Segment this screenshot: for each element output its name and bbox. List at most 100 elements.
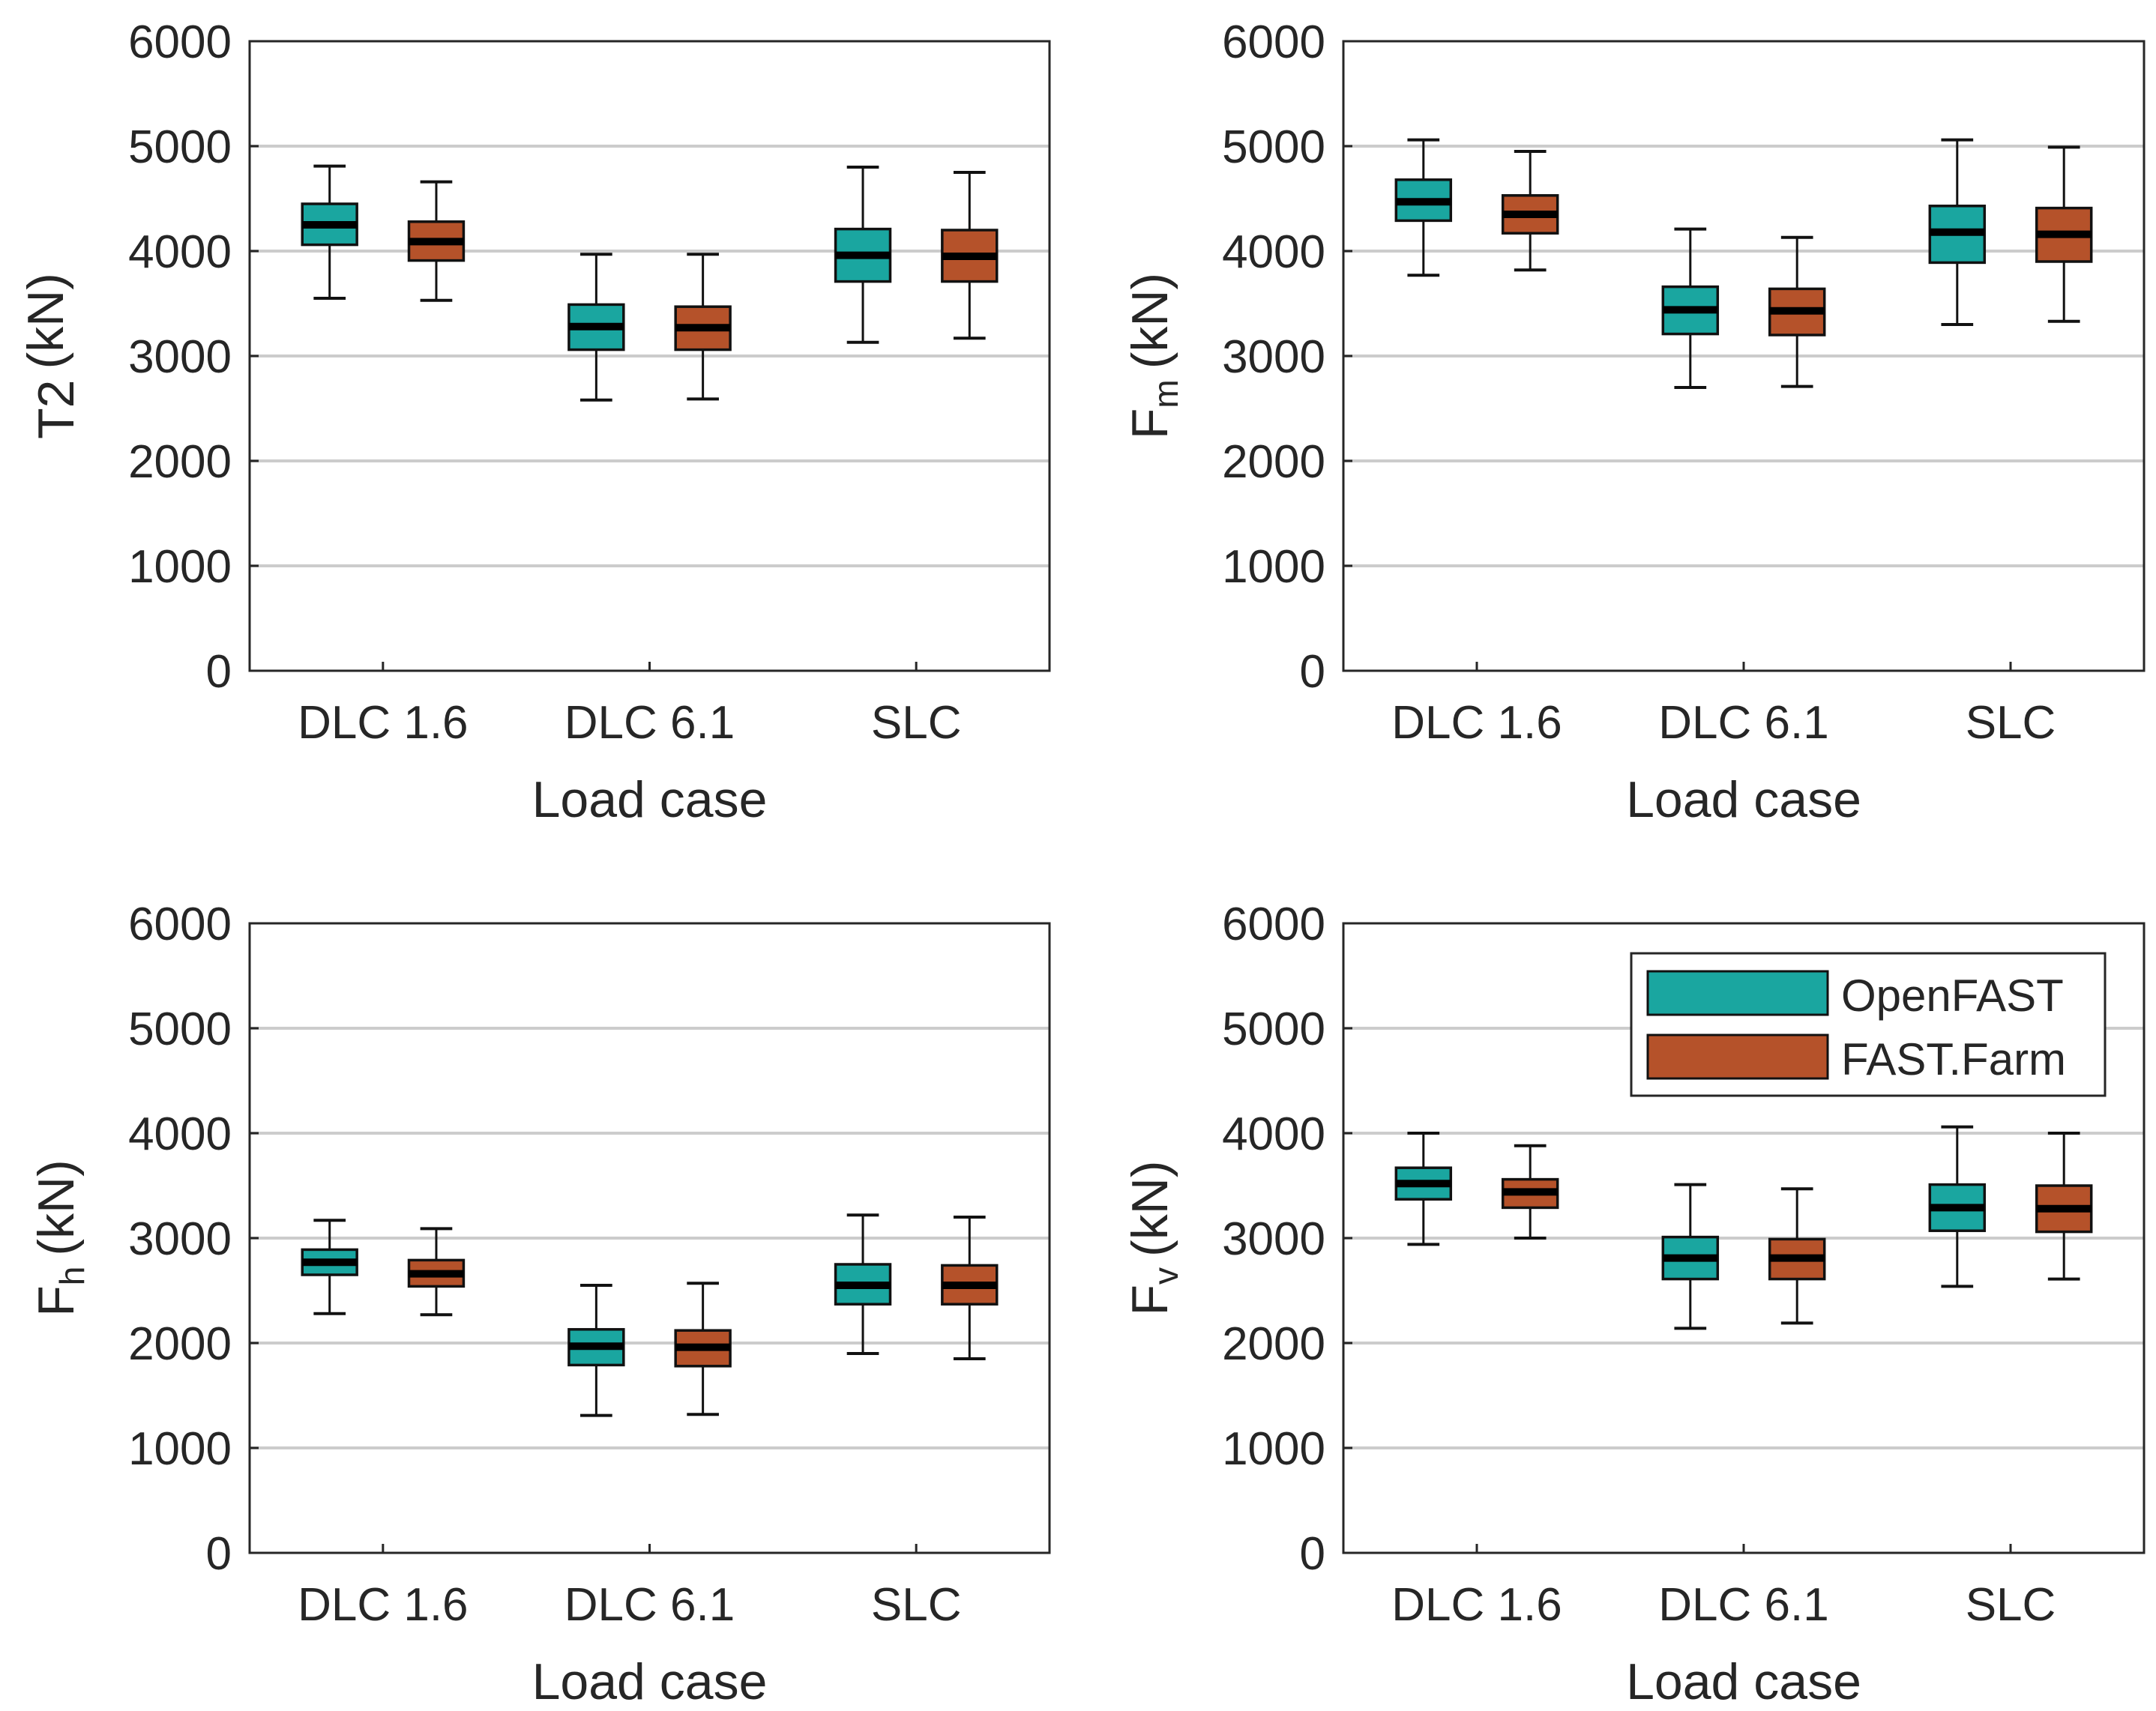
box-marks	[1394, 1125, 2093, 1330]
y-tick-label: 5000	[1222, 121, 1325, 173]
y-tick-label: 2000	[1222, 436, 1325, 488]
y-tick-label: 3000	[1222, 331, 1325, 383]
x-tick-label: DLC 1.6	[1391, 1579, 1562, 1631]
box-openfast-1	[1661, 227, 1720, 389]
y-tick-label: 4000	[128, 226, 232, 278]
y-label-unit: (kN)	[17, 273, 74, 369]
grid-lines	[1343, 145, 2144, 567]
y-tick-label: 0	[206, 1528, 232, 1580]
box-fastfarm-2	[2035, 1132, 2093, 1281]
y-tick-label: 4000	[128, 1108, 232, 1160]
y-tick-label: 1000	[128, 541, 232, 593]
grid-lines	[250, 145, 1050, 567]
box-fastfarm-1	[674, 253, 732, 401]
box-openfast-2	[1928, 138, 1987, 326]
box-fastfarm-2	[941, 171, 999, 340]
legend: OpenFAST FAST.Farm	[1630, 952, 2107, 1097]
y-label-unit: (kN)	[1121, 1161, 1178, 1257]
y-tick-label: 2000	[128, 436, 232, 488]
box-fastfarm-1	[1768, 235, 1826, 388]
y-tick-label: 5000	[128, 1004, 232, 1055]
x-tick-label: DLC 1.6	[298, 1579, 468, 1631]
box-openfast-1	[567, 253, 625, 402]
box-marks	[301, 1213, 999, 1417]
tick-layer: 0 1000 2000 3000 4000 5000 6000 DLC 1.6 DLC 6.1 S…	[1222, 899, 2056, 1631]
box-openfast-0	[301, 1219, 358, 1315]
y-tick-label: 1000	[1222, 541, 1325, 593]
y-label-unit: (kN)	[1121, 273, 1178, 369]
y-tick-label: 4000	[1222, 1108, 1325, 1160]
panel-fh: 0 1000 2000 3000 4000 5000 6000 DLC 1.6 DLC 6.1 S…	[28, 899, 1051, 1710]
y-axis-label: Fh (kN)	[28, 1159, 91, 1317]
box-fastfarm-1	[1768, 1187, 1826, 1325]
panel-t2: 0 1000 2000 3000 4000 5000 6000 DLC 1.6 DLC 6.1 S…	[17, 16, 1051, 828]
x-tick-label: SLC	[871, 1579, 962, 1631]
y-label-main: F	[1121, 1285, 1178, 1316]
x-tick-label: SLC	[1966, 1579, 2056, 1631]
y-tick-label: 1000	[128, 1423, 232, 1475]
grid-lines	[250, 1027, 1050, 1449]
y-tick-label: 6000	[1222, 899, 1325, 950]
x-tick-label: DLC 6.1	[1658, 1579, 1828, 1631]
x-axis-label: Load case	[1626, 1653, 1861, 1710]
y-tick-label: 1000	[1222, 1423, 1325, 1475]
x-tick-label: DLC 6.1	[564, 697, 735, 749]
y-tick-label: 6000	[128, 899, 232, 950]
tick-layer: 0 1000 2000 3000 4000 5000 6000 DLC 1.6 DLC 6.1 S…	[128, 899, 961, 1631]
y-tick-label: 0	[1300, 1528, 1325, 1580]
box-fastfarm-2	[2035, 145, 2093, 323]
box-fastfarm-0	[1501, 1144, 1559, 1240]
y-label-sub: v	[1146, 1267, 1185, 1285]
box-openfast-1	[567, 1284, 625, 1417]
y-tick-label: 2000	[1222, 1318, 1325, 1370]
box-fastfarm-0	[1501, 150, 1559, 272]
y-tick-label: 0	[206, 646, 232, 698]
box-fastfarm-0	[407, 1227, 466, 1317]
y-label-sub: h	[52, 1267, 91, 1286]
y-label-main: F	[1121, 408, 1178, 440]
y-tick-label: 3000	[128, 331, 232, 383]
y-tick-label: 6000	[128, 16, 232, 68]
box-fastfarm-2	[941, 1216, 999, 1360]
box-marks	[301, 164, 999, 402]
y-axis-label: Fv (kN)	[1121, 1161, 1185, 1316]
box-openfast-0	[1394, 138, 1453, 277]
tick-layer: 0 1000 2000 3000 4000 5000 6000 DLC 1.6 DLC 6.1 S…	[1222, 16, 2056, 749]
x-tick-label: DLC 6.1	[1658, 697, 1828, 749]
x-tick-label: DLC 1.6	[298, 697, 468, 749]
y-tick-label: 5000	[1222, 1004, 1325, 1055]
box-openfast-0	[301, 164, 358, 300]
y-tick-label: 4000	[1222, 226, 1325, 278]
y-tick-label: 3000	[128, 1213, 232, 1265]
y-tick-label: 2000	[128, 1318, 232, 1370]
y-label-main: F	[28, 1285, 85, 1317]
y-label-unit: (kN)	[28, 1159, 85, 1255]
y-tick-label: 6000	[1222, 16, 1325, 68]
panel-fm: 0 1000 2000 3000 4000 5000 6000 DLC 1.6 DLC 6.1 S…	[1121, 16, 2146, 828]
legend-swatch-openfast	[1646, 970, 1829, 1016]
y-tick-label: 5000	[128, 121, 232, 173]
box-fastfarm-1	[674, 1282, 732, 1416]
panel-fv: 0 1000 2000 3000 4000 5000 6000 DLC 1.6 DLC 6.1 S…	[1121, 899, 2146, 1710]
y-axis-label: Fm (kN)	[1121, 273, 1185, 439]
y-tick-label: 0	[1300, 646, 1325, 698]
y-label-main: T2	[28, 380, 85, 439]
x-tick-label: DLC 1.6	[1391, 697, 1562, 749]
box-openfast-2	[1928, 1125, 1987, 1288]
x-tick-label: SLC	[1966, 697, 2056, 749]
tick-layer: 0 1000 2000 3000 4000 5000 6000 DLC 1.6 DLC 6.1 S…	[128, 16, 961, 749]
x-axis-label: Load case	[532, 771, 768, 828]
legend-label-openfast: OpenFAST	[1841, 971, 2064, 1021]
x-tick-label: DLC 6.1	[564, 1579, 735, 1631]
x-axis-label: Load case	[1626, 771, 1861, 828]
x-tick-label: SLC	[871, 697, 962, 749]
y-axis-label: T2 (kN)	[17, 273, 85, 439]
x-axis-label: Load case	[532, 1653, 768, 1710]
box-fastfarm-0	[407, 180, 466, 302]
box-marks	[1394, 138, 2093, 389]
y-tick-label: 3000	[1222, 1213, 1325, 1265]
box-openfast-2	[834, 1213, 892, 1355]
box-openfast-2	[834, 166, 892, 344]
y-label-sub: m	[1146, 379, 1185, 408]
